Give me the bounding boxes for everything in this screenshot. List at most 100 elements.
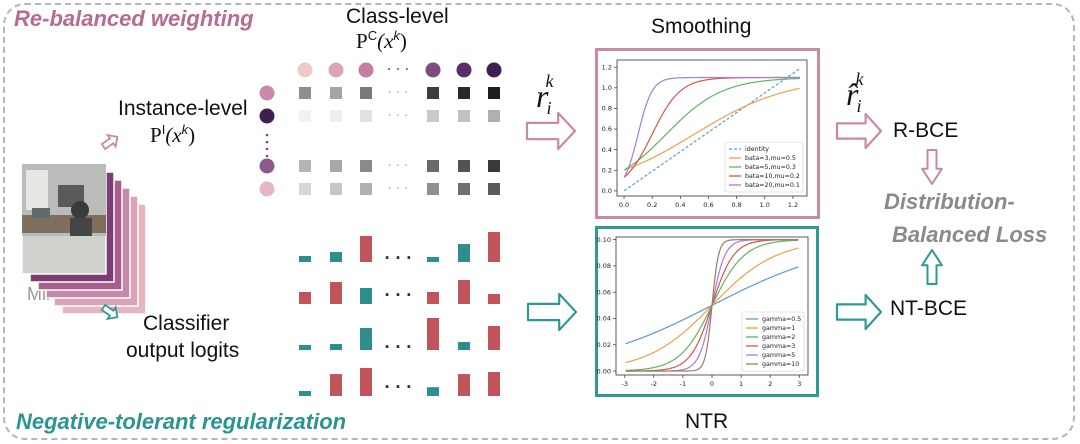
y-tick-label: 0.2 xyxy=(602,166,612,174)
output-logits-label: output logits xyxy=(126,339,240,362)
weight-square xyxy=(330,160,342,172)
negative-tolerant-title: Negative-tolerant regularization xyxy=(16,409,347,434)
mini-batch-up-arrow xyxy=(100,133,119,151)
legend-label: bata=20,mu=0.1 xyxy=(745,182,800,189)
weight-square xyxy=(488,183,500,195)
logit-bar xyxy=(427,257,439,262)
x-tick-label: -2 xyxy=(651,380,657,388)
weight-square xyxy=(427,87,439,99)
series-line xyxy=(623,87,801,171)
x-tick-label: 3 xyxy=(797,380,801,388)
photo-object xyxy=(32,208,50,218)
y-tick-label: 0.02 xyxy=(597,341,611,349)
weight-row-ellipsis: · · · xyxy=(388,159,409,174)
rbce-down-arrow xyxy=(921,149,943,185)
ntbce-label: NT-BCE xyxy=(890,297,968,320)
ntr-title: NTR xyxy=(685,410,729,433)
ntbce-arrow xyxy=(835,293,883,331)
y-tick-label: 0.10 xyxy=(597,236,611,244)
weight-square xyxy=(458,160,470,172)
logit-bar xyxy=(458,244,470,262)
instance-level-dot xyxy=(259,158,275,174)
logit-row-ellipsis: · · · xyxy=(384,286,412,304)
rbce-label: R-BCE xyxy=(893,119,959,142)
legend-label: identity xyxy=(745,146,769,153)
weight-square xyxy=(360,110,372,122)
instance-vertical-ellipsis-dot xyxy=(265,147,269,151)
logit-bar xyxy=(458,374,470,396)
weight-square xyxy=(488,160,500,172)
logit-bar xyxy=(488,372,500,396)
y-tick-label: 1.2 xyxy=(602,63,612,71)
y-tick-label: 0.6 xyxy=(602,125,612,133)
smoothing-title: Smoothing xyxy=(651,15,752,38)
classifier-label: Classifier xyxy=(143,312,230,335)
outer-dashed-frame xyxy=(3,3,1075,440)
ntbce-up-arrow xyxy=(921,249,943,285)
class-level-dot xyxy=(328,62,344,78)
class-level-dot xyxy=(425,62,441,78)
instance-level-formula: PI(xk) xyxy=(150,122,196,147)
weight-square xyxy=(488,87,500,99)
x-tick-label: 0.8 xyxy=(731,201,741,209)
logit-bar xyxy=(330,374,342,396)
weight-square xyxy=(427,160,439,172)
photo-person-head xyxy=(71,201,89,219)
mini-batch-image-stack xyxy=(21,163,147,315)
weight-square xyxy=(458,110,470,122)
photo-person-body xyxy=(70,218,92,236)
weight-square xyxy=(299,183,311,195)
series-line xyxy=(625,239,799,372)
x-tick-label: -3 xyxy=(621,380,627,388)
legend-box xyxy=(741,311,805,372)
y-tick-label: 0.06 xyxy=(597,288,611,296)
logit-bar xyxy=(427,387,439,396)
logit-bar xyxy=(488,294,500,304)
weight-square xyxy=(330,110,342,122)
x-tick-label: 1 xyxy=(739,380,743,388)
x-tick-label: -1 xyxy=(680,380,686,388)
weight-square xyxy=(330,87,342,99)
rbce-arrow xyxy=(835,112,883,150)
smoothing-input-arrow xyxy=(525,111,577,151)
legend-label: gamma=5 xyxy=(762,352,795,359)
ntr-input-arrow xyxy=(526,292,578,332)
x-tick-label: 0 xyxy=(710,380,714,388)
legend-label: gamma=10 xyxy=(762,361,799,368)
class-level-dot xyxy=(486,62,502,78)
class-level-label: Class-level xyxy=(346,5,449,28)
y-tick-label: 0.4 xyxy=(602,146,612,154)
series-line xyxy=(623,68,801,192)
weight-square xyxy=(360,160,372,172)
class-level-dot xyxy=(456,62,472,78)
legend-label: bata=10,mu=0.2 xyxy=(745,173,800,180)
logit-bar xyxy=(299,292,311,304)
weight-square xyxy=(360,183,372,195)
legend-label: bata=5,mu=0.3 xyxy=(745,164,796,171)
instance-level-dot xyxy=(259,108,275,124)
x-tick-label: 0.6 xyxy=(703,201,713,209)
logit-bar xyxy=(299,391,311,396)
legend-label: gamma=2 xyxy=(762,334,795,341)
legend-label: gamma=3 xyxy=(762,343,795,350)
arrow-shape xyxy=(100,303,119,321)
logit-bar xyxy=(488,326,500,350)
y-tick-label: 0.0 xyxy=(602,187,612,195)
instance-vertical-ellipsis-dot xyxy=(265,154,269,158)
weight-row-ellipsis: · · · xyxy=(388,109,409,124)
instance-vertical-ellipsis-dot xyxy=(265,133,269,137)
x-tick-label: 1.2 xyxy=(788,201,798,209)
series-line xyxy=(623,77,800,171)
weight-row-ellipsis: · · · xyxy=(388,182,409,197)
x-tick-label: 0.2 xyxy=(647,201,657,209)
weight-square xyxy=(330,183,342,195)
logit-row-ellipsis: · · · xyxy=(384,378,412,396)
y-tick-label: 0.00 xyxy=(597,367,611,375)
distribution-balanced-loss-line1: Distribution- xyxy=(884,189,1015,214)
logit-bar xyxy=(330,282,342,304)
series-line xyxy=(623,76,800,178)
class-dots-ellipsis: · · · xyxy=(387,62,409,78)
y-tick-label: 0.8 xyxy=(602,105,612,113)
weight-square xyxy=(488,110,500,122)
